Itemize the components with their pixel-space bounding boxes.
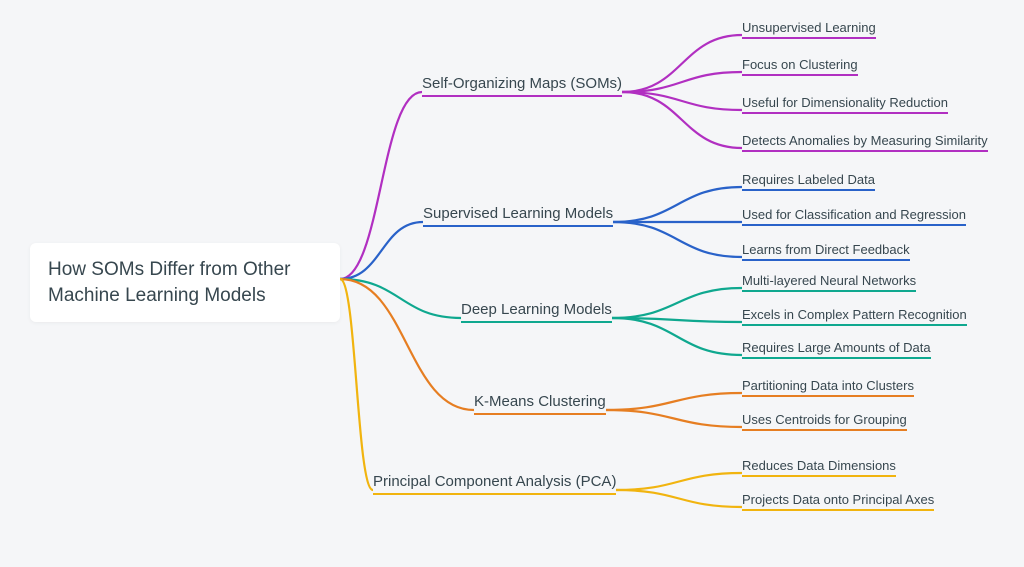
edge-pca-leaf-1 (616, 490, 742, 507)
leaf-kmeans-0: Partitioning Data into Clusters (742, 378, 914, 397)
leaf-soms-3: Detects Anomalies by Measuring Similarit… (742, 133, 988, 152)
branch-supervised: Supervised Learning Models (423, 205, 613, 227)
leaf-supervised-2: Learns from Direct Feedback (742, 242, 910, 261)
leaf-deep-1: Excels in Complex Pattern Recognition (742, 307, 967, 326)
root-node: How SOMs Differ from Other Machine Learn… (30, 243, 340, 322)
leaf-kmeans-1: Uses Centroids for Grouping (742, 412, 907, 431)
edge-root-deep (340, 279, 461, 318)
edge-soms-leaf-1 (622, 72, 742, 92)
leaf-deep-2: Requires Large Amounts of Data (742, 340, 931, 359)
leaf-soms-1: Focus on Clustering (742, 57, 858, 76)
edge-root-kmeans (340, 279, 474, 410)
leaf-pca-0: Reduces Data Dimensions (742, 458, 896, 477)
branch-soms: Self-Organizing Maps (SOMs) (422, 75, 622, 97)
leaf-supervised-1: Used for Classification and Regression (742, 207, 966, 226)
edge-supervised-leaf-2 (613, 222, 742, 257)
edge-soms-leaf-2 (622, 92, 742, 110)
branch-pca: Principal Component Analysis (PCA) (373, 473, 616, 495)
edge-root-pca (340, 279, 373, 490)
edge-pca-leaf-0 (616, 473, 742, 490)
edge-supervised-leaf-0 (613, 187, 742, 222)
edge-root-soms (340, 92, 422, 279)
branch-kmeans: K-Means Clustering (474, 393, 606, 415)
leaf-pca-1: Projects Data onto Principal Axes (742, 492, 934, 511)
edge-kmeans-leaf-1 (606, 410, 742, 427)
edge-deep-leaf-0 (612, 288, 742, 318)
edge-deep-leaf-1 (612, 318, 742, 322)
edge-soms-leaf-0 (622, 35, 742, 92)
leaf-deep-0: Multi-layered Neural Networks (742, 273, 916, 292)
leaf-soms-0: Unsupervised Learning (742, 20, 876, 39)
edge-soms-leaf-3 (622, 92, 742, 148)
edge-deep-leaf-2 (612, 318, 742, 355)
branch-deep: Deep Learning Models (461, 301, 612, 323)
edge-root-supervised (340, 222, 423, 279)
leaf-supervised-0: Requires Labeled Data (742, 172, 875, 191)
leaf-soms-2: Useful for Dimensionality Reduction (742, 95, 948, 114)
edge-kmeans-leaf-0 (606, 393, 742, 410)
